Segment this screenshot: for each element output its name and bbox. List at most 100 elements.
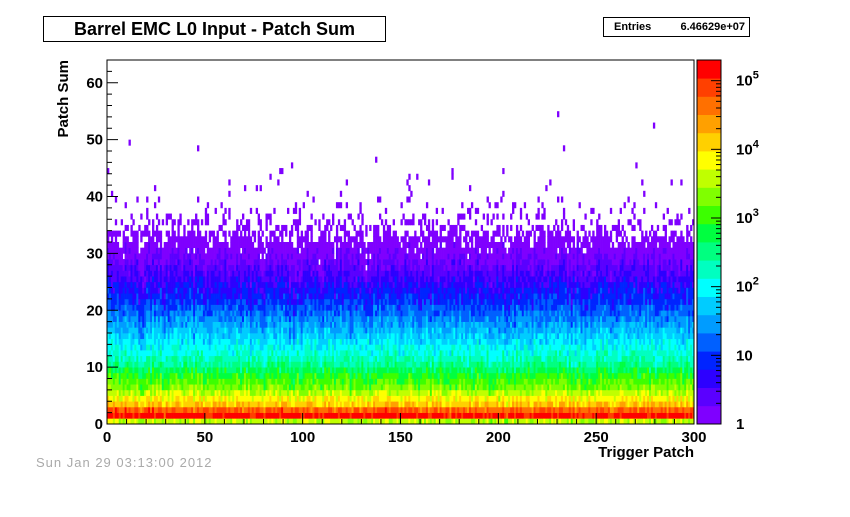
heatmap-cell: [228, 310, 231, 317]
heatmap-cell: [322, 213, 325, 220]
heatmap-cell: [247, 401, 251, 408]
heatmap-cell: [165, 384, 169, 391]
heatmap-cell: [288, 315, 292, 322]
heatmap-cell: [146, 321, 149, 328]
heatmap-cell: [288, 338, 292, 345]
heatmap-cell: [265, 395, 268, 402]
heatmap-cell: [206, 333, 210, 340]
heatmap-cell: [216, 344, 219, 351]
heatmap-cell: [107, 315, 110, 322]
heatmap-cell: [198, 412, 202, 419]
heatmap-cell: [206, 259, 210, 266]
heatmap-cell: [247, 338, 251, 345]
heatmap-cell: [347, 230, 350, 237]
heatmap-cell: [161, 333, 165, 340]
heatmap-cell: [128, 293, 131, 300]
heatmap-cell: [142, 310, 145, 317]
heatmap-cell: [243, 333, 247, 340]
heatmap-cell: [259, 185, 262, 192]
heatmap-cell: [206, 350, 210, 357]
heatmap-cell: [288, 276, 292, 283]
heatmap-cell: [136, 350, 139, 357]
heatmap-cell: [169, 406, 172, 413]
heatmap-cell: [269, 293, 272, 300]
heatmap-cell: [195, 315, 198, 322]
heatmap-cell: [247, 384, 251, 391]
heatmap-cell: [273, 355, 276, 362]
heatmap-cell: [212, 281, 215, 288]
heatmap-cell: [263, 367, 266, 374]
heatmap-cell: [206, 372, 210, 379]
heatmap-cell: [122, 406, 125, 413]
heatmap-cell: [197, 219, 200, 226]
heatmap-cell: [165, 219, 169, 226]
heatmap-cell: [283, 315, 286, 322]
heatmap-cell: [185, 276, 188, 283]
heatmap-cell: [257, 418, 260, 425]
heatmap-cell: [206, 247, 210, 254]
heatmap-cell: [108, 253, 112, 260]
heatmap-cell: [150, 389, 153, 396]
heatmap-cell: [159, 315, 163, 322]
heatmap-cell: [124, 310, 127, 317]
heatmap-cell: [161, 219, 165, 226]
heatmap-cell: [163, 293, 167, 300]
heatmap-cell: [202, 372, 206, 379]
heatmap-cell: [142, 389, 145, 396]
heatmap-cell: [277, 304, 280, 311]
heatmap-cell: [142, 333, 145, 340]
heatmap-cell: [251, 270, 255, 277]
heatmap-cell: [126, 304, 129, 311]
heatmap-cell: [136, 372, 139, 379]
heatmap-cell: [140, 287, 143, 294]
heatmap-cell: [124, 361, 127, 368]
heatmap-cell: [146, 242, 149, 249]
heatmap-cell: [152, 242, 155, 249]
heatmap-cell: [130, 287, 133, 294]
heatmap-cell: [283, 344, 286, 351]
heatmap-cell: [130, 298, 133, 305]
heatmap-cell: [153, 321, 157, 328]
heatmap-cell: [234, 412, 237, 419]
heatmap-cell: [122, 372, 125, 379]
heatmap-cell: [243, 367, 247, 374]
heatmap-cell: [234, 310, 237, 317]
heatmap-cell: [142, 304, 145, 311]
heatmap-cell: [200, 395, 204, 402]
heatmap-cell: [206, 401, 210, 408]
heatmap-cell: [144, 264, 147, 271]
heatmap-cell: [169, 327, 172, 334]
heatmap-cell: [185, 372, 188, 379]
heatmap-cell: [195, 333, 198, 340]
heatmap-cell: [287, 293, 290, 300]
heatmap-cell: [242, 389, 245, 396]
heatmap-cell: [269, 298, 272, 305]
heatmap-cell: [359, 224, 362, 231]
heatmap-cell: [126, 333, 129, 340]
heatmap-cell: [110, 259, 114, 266]
heatmap-cell: [218, 253, 221, 260]
heatmap-cell: [126, 298, 129, 305]
heatmap-cell: [275, 259, 278, 266]
heatmap-cell: [224, 389, 227, 396]
heatmap-cell: [152, 333, 155, 340]
heatmap-cell: [285, 344, 288, 351]
heatmap-cell: [130, 321, 133, 328]
heatmap-cell: [345, 202, 349, 209]
heatmap-cell: [249, 207, 253, 214]
heatmap-cell: [283, 270, 286, 277]
heatmap-cell: [206, 276, 210, 283]
heatmap-cell: [108, 293, 112, 300]
heatmap-cell: [150, 395, 153, 402]
heatmap-cell: [292, 315, 296, 322]
heatmap-cell: [288, 230, 292, 237]
heatmap-cell: [155, 264, 159, 271]
heatmap-cell: [183, 321, 186, 328]
heatmap-cell: [107, 378, 110, 385]
heatmap-cell: [234, 242, 237, 249]
heatmap-cell: [177, 276, 180, 283]
heatmap-cell: [204, 361, 208, 368]
heatmap-cell: [132, 276, 135, 283]
heatmap-cell: [171, 270, 174, 277]
